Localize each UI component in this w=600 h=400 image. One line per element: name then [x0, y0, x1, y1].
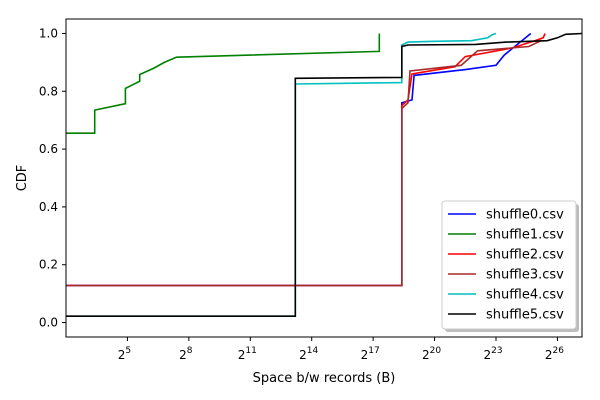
legend: shuffle0.csv shuffle1.csv shuffle2.csv shuf…	[441, 200, 579, 332]
y-tick-label: 1.0	[39, 26, 58, 40]
legend-box	[441, 200, 577, 330]
x-tick-label: 214	[299, 346, 318, 362]
series-line-shuffle5-csv	[66, 32, 583, 317]
x-tick-label: 211	[238, 346, 257, 362]
x-tick-label: 220	[422, 346, 441, 362]
x-tick-label: 25	[118, 346, 131, 362]
x-tick-label: 226	[545, 346, 564, 362]
series-line-shuffle4-csv	[66, 32, 497, 317]
y-tick-label: 0.0	[39, 316, 58, 330]
x-tick-label: 28	[179, 346, 193, 362]
x-axis-label: Space b/w records (B)	[253, 371, 396, 386]
legend-label: shuffle2.csv	[486, 248, 564, 263]
x-tick-label: 217	[361, 346, 380, 362]
legend-label: shuffle5.csv	[486, 308, 564, 323]
series-line-shuffle3-csv	[66, 39, 542, 287]
plot-frame	[65, 18, 583, 338]
y-tick-label: 0.2	[39, 258, 58, 272]
y-tick-label: 0.8	[39, 84, 58, 98]
x-tick-label: 223	[483, 346, 502, 362]
legend-label: shuffle4.csv	[486, 288, 564, 303]
axis-ticks: 25 28 211 214 217 220 223 226 0.0 0.2 0.4 0.6 0.8 1.0	[39, 26, 564, 362]
plot-lines	[66, 32, 583, 317]
legend-label: shuffle3.csv	[486, 268, 564, 283]
series-line-shuffle1-csv	[66, 33, 381, 134]
y-tick-label: 0.6	[39, 142, 58, 156]
y-tick-label: 0.4	[39, 200, 58, 214]
legend-label: shuffle0.csv	[486, 208, 564, 223]
legend-label: shuffle1.csv	[486, 228, 564, 243]
y-axis-label: CDF	[15, 165, 30, 192]
